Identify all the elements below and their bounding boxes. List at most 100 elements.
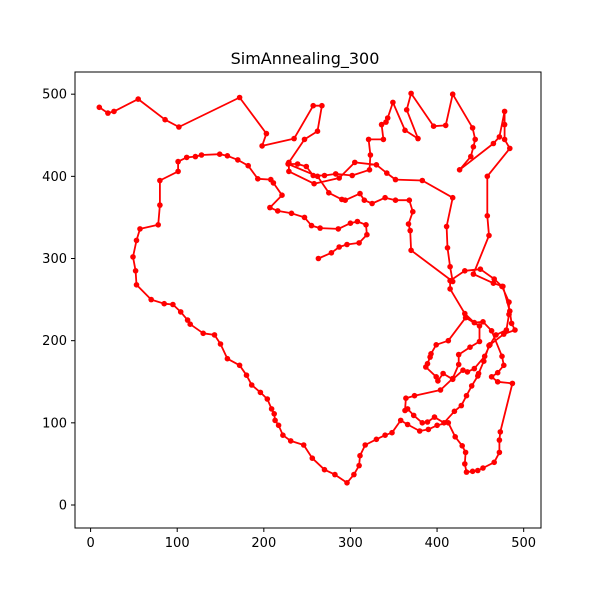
data-point-68 [456,167,463,173]
data-point-126 [503,327,510,333]
data-point-156 [452,434,459,440]
y-tick-label-3: 300 [42,252,67,267]
data-point-6 [236,94,243,101]
data-point-31 [410,208,416,215]
data-point-49 [366,167,373,173]
data-point-48 [349,172,356,179]
data-point-40 [326,190,332,196]
data-point-127 [506,311,512,318]
data-point-137 [480,319,486,325]
data-point-76 [484,213,491,219]
data-point-227 [364,231,370,238]
data-point-136 [471,319,478,326]
data-point-225 [354,218,361,225]
data-point-35 [369,200,375,207]
data-point-167 [357,452,363,459]
data-point-53 [378,121,385,128]
data-point-86 [481,358,487,365]
data-point-134 [447,286,453,292]
data-point-25 [444,245,451,251]
data-point-11 [319,102,325,109]
data-point-207 [192,153,199,160]
data-point-180 [268,406,275,412]
data-point-97 [410,412,417,419]
data-point-171 [332,471,338,478]
data-point-100 [403,395,409,402]
data-point-148 [491,459,498,466]
data-point-21 [392,176,399,183]
data-point-46 [321,172,328,179]
data-point-157 [445,420,452,426]
data-point-209 [216,151,223,157]
data-point-56 [390,99,396,106]
x-tick-label-4: 400 [425,536,450,551]
data-point-129 [499,283,505,290]
data-point-160 [416,428,423,434]
data-point-176 [280,432,286,439]
data-point-132 [462,268,468,274]
data-point-187 [217,341,224,347]
data-point-183 [248,382,255,388]
data-point-232 [315,255,322,262]
data-point-128 [506,299,512,305]
data-point-133 [447,277,453,284]
data-point-63 [449,91,456,97]
data-point-206 [183,154,190,161]
data-point-58 [415,135,421,142]
data-point-113 [427,354,433,360]
data-point-200 [137,226,143,232]
data-point-82 [508,320,515,327]
data-point-222 [317,225,323,231]
data-point-153 [462,461,468,467]
data-point-110 [445,337,452,344]
data-point-208 [198,152,205,158]
x-tick-label-3: 300 [338,536,363,551]
x-tick-label-2: 200 [251,536,276,551]
data-point-99 [402,407,408,414]
data-point-210 [224,153,231,159]
data-point-32 [406,197,413,203]
data-point-95 [424,419,431,425]
data-point-139 [499,353,505,360]
data-point-9 [291,135,297,142]
data-point-89 [468,383,475,389]
data-point-108 [476,323,483,329]
plot-frame [74,71,542,529]
data-point-220 [301,214,308,221]
data-point-104 [455,361,462,368]
data-point-124 [487,342,493,348]
data-point-163 [389,429,395,436]
data-point-198 [130,254,136,260]
data-point-219 [288,210,295,217]
data-point-177 [275,422,282,429]
data-point-182 [257,389,264,396]
data-point-125 [493,332,499,338]
data-point-74 [507,145,513,152]
data-point-173 [309,455,316,462]
data-point-102 [437,387,444,393]
data-point-120 [460,367,466,374]
data-point-2 [111,108,117,115]
data-point-223 [335,226,342,232]
data-point-55 [384,115,391,121]
data-point-123 [481,353,488,360]
data-point-201 [155,222,161,228]
data-point-189 [200,330,206,337]
data-point-149 [480,465,486,471]
data-point-83 [512,327,518,333]
data-point-0 [96,104,103,111]
data-point-184 [243,372,250,379]
data-point-193 [170,301,176,308]
data-point-37 [357,190,363,197]
data-point-23 [449,194,456,201]
data-point-172 [321,466,328,473]
y-tick-label-1: 100 [42,416,67,431]
data-point-162 [397,417,404,424]
data-point-4 [162,116,168,123]
data-point-138 [488,328,495,334]
data-point-166 [362,442,369,448]
data-point-93 [441,420,447,426]
data-point-26 [447,263,453,270]
y-tick-label-5: 500 [42,88,67,103]
